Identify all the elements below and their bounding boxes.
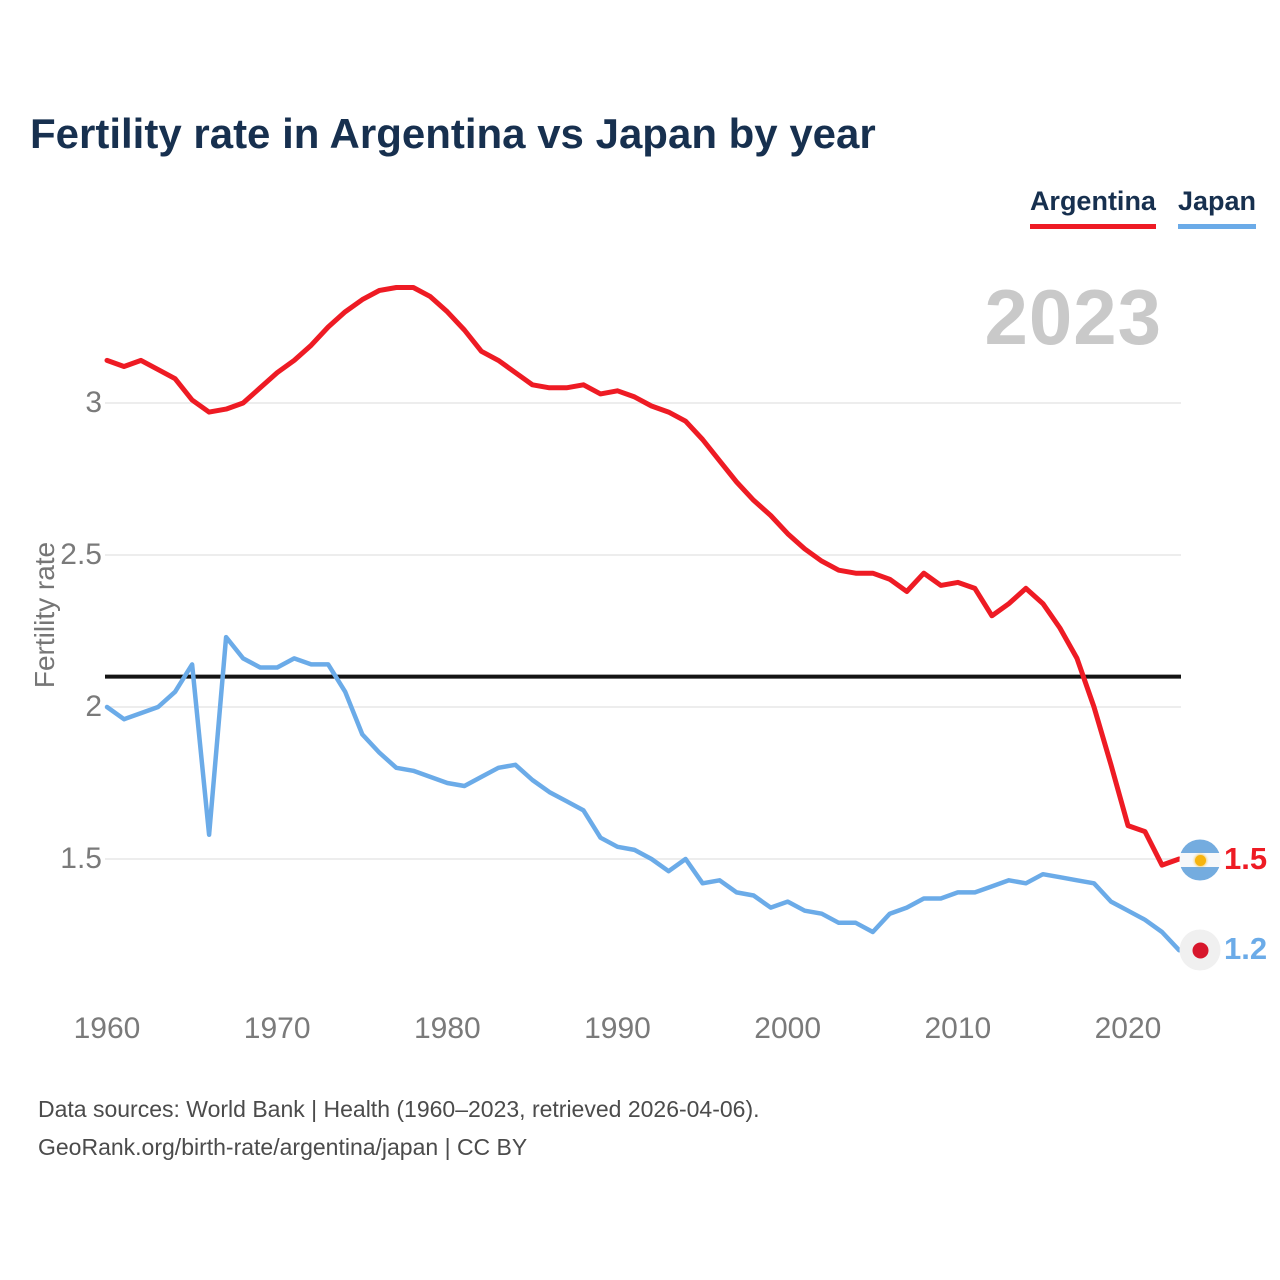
y-tick-label-1.5: 1.5	[60, 842, 102, 875]
page-title: Fertility rate in Argentina vs Japan by …	[30, 110, 876, 157]
japan-dot-icon	[1192, 942, 1208, 958]
footer: Data sources: World Bank | Health (1960–…	[38, 1090, 760, 1166]
legend-item-argentina[interactable]: Argentina	[1029, 186, 1156, 229]
y-tick-label-2: 2	[85, 690, 102, 723]
year-watermark: 2023	[984, 273, 1162, 361]
x-tick-label-1970: 1970	[243, 1012, 311, 1045]
japan-line	[104, 634, 1182, 953]
footer-attribution-line: GeoRank.org/birth-rate/argentina/japan |…	[38, 1134, 528, 1160]
x-tick-label-2000: 2000	[754, 1012, 822, 1045]
argentina-flag-icon	[1179, 839, 1221, 881]
x-tick-label-1980: 1980	[413, 1012, 481, 1045]
japan-flag-icon	[1179, 929, 1221, 971]
argentina-line	[104, 285, 1182, 868]
y-tick-label-2.5: 2.5	[60, 538, 102, 571]
argentina-end-value: 1.5	[1224, 841, 1268, 876]
footer-source-line: Data sources: World Bank | Health (1960–…	[38, 1096, 760, 1122]
argentina-sun-icon	[1194, 854, 1206, 866]
x-tick-label-1990: 1990	[584, 1012, 651, 1045]
legend: Argentina Japan	[1029, 186, 1256, 229]
legend-item-japan[interactable]: Japan	[1177, 186, 1256, 229]
y-tick-label-3: 3	[85, 386, 102, 419]
x-tick-label-1960: 1960	[73, 1012, 141, 1045]
x-tick-label-2020: 2020	[1094, 1012, 1162, 1045]
japan-end-value: 1.2	[1224, 931, 1268, 966]
x-tick-label-2010: 2010	[924, 1012, 992, 1045]
